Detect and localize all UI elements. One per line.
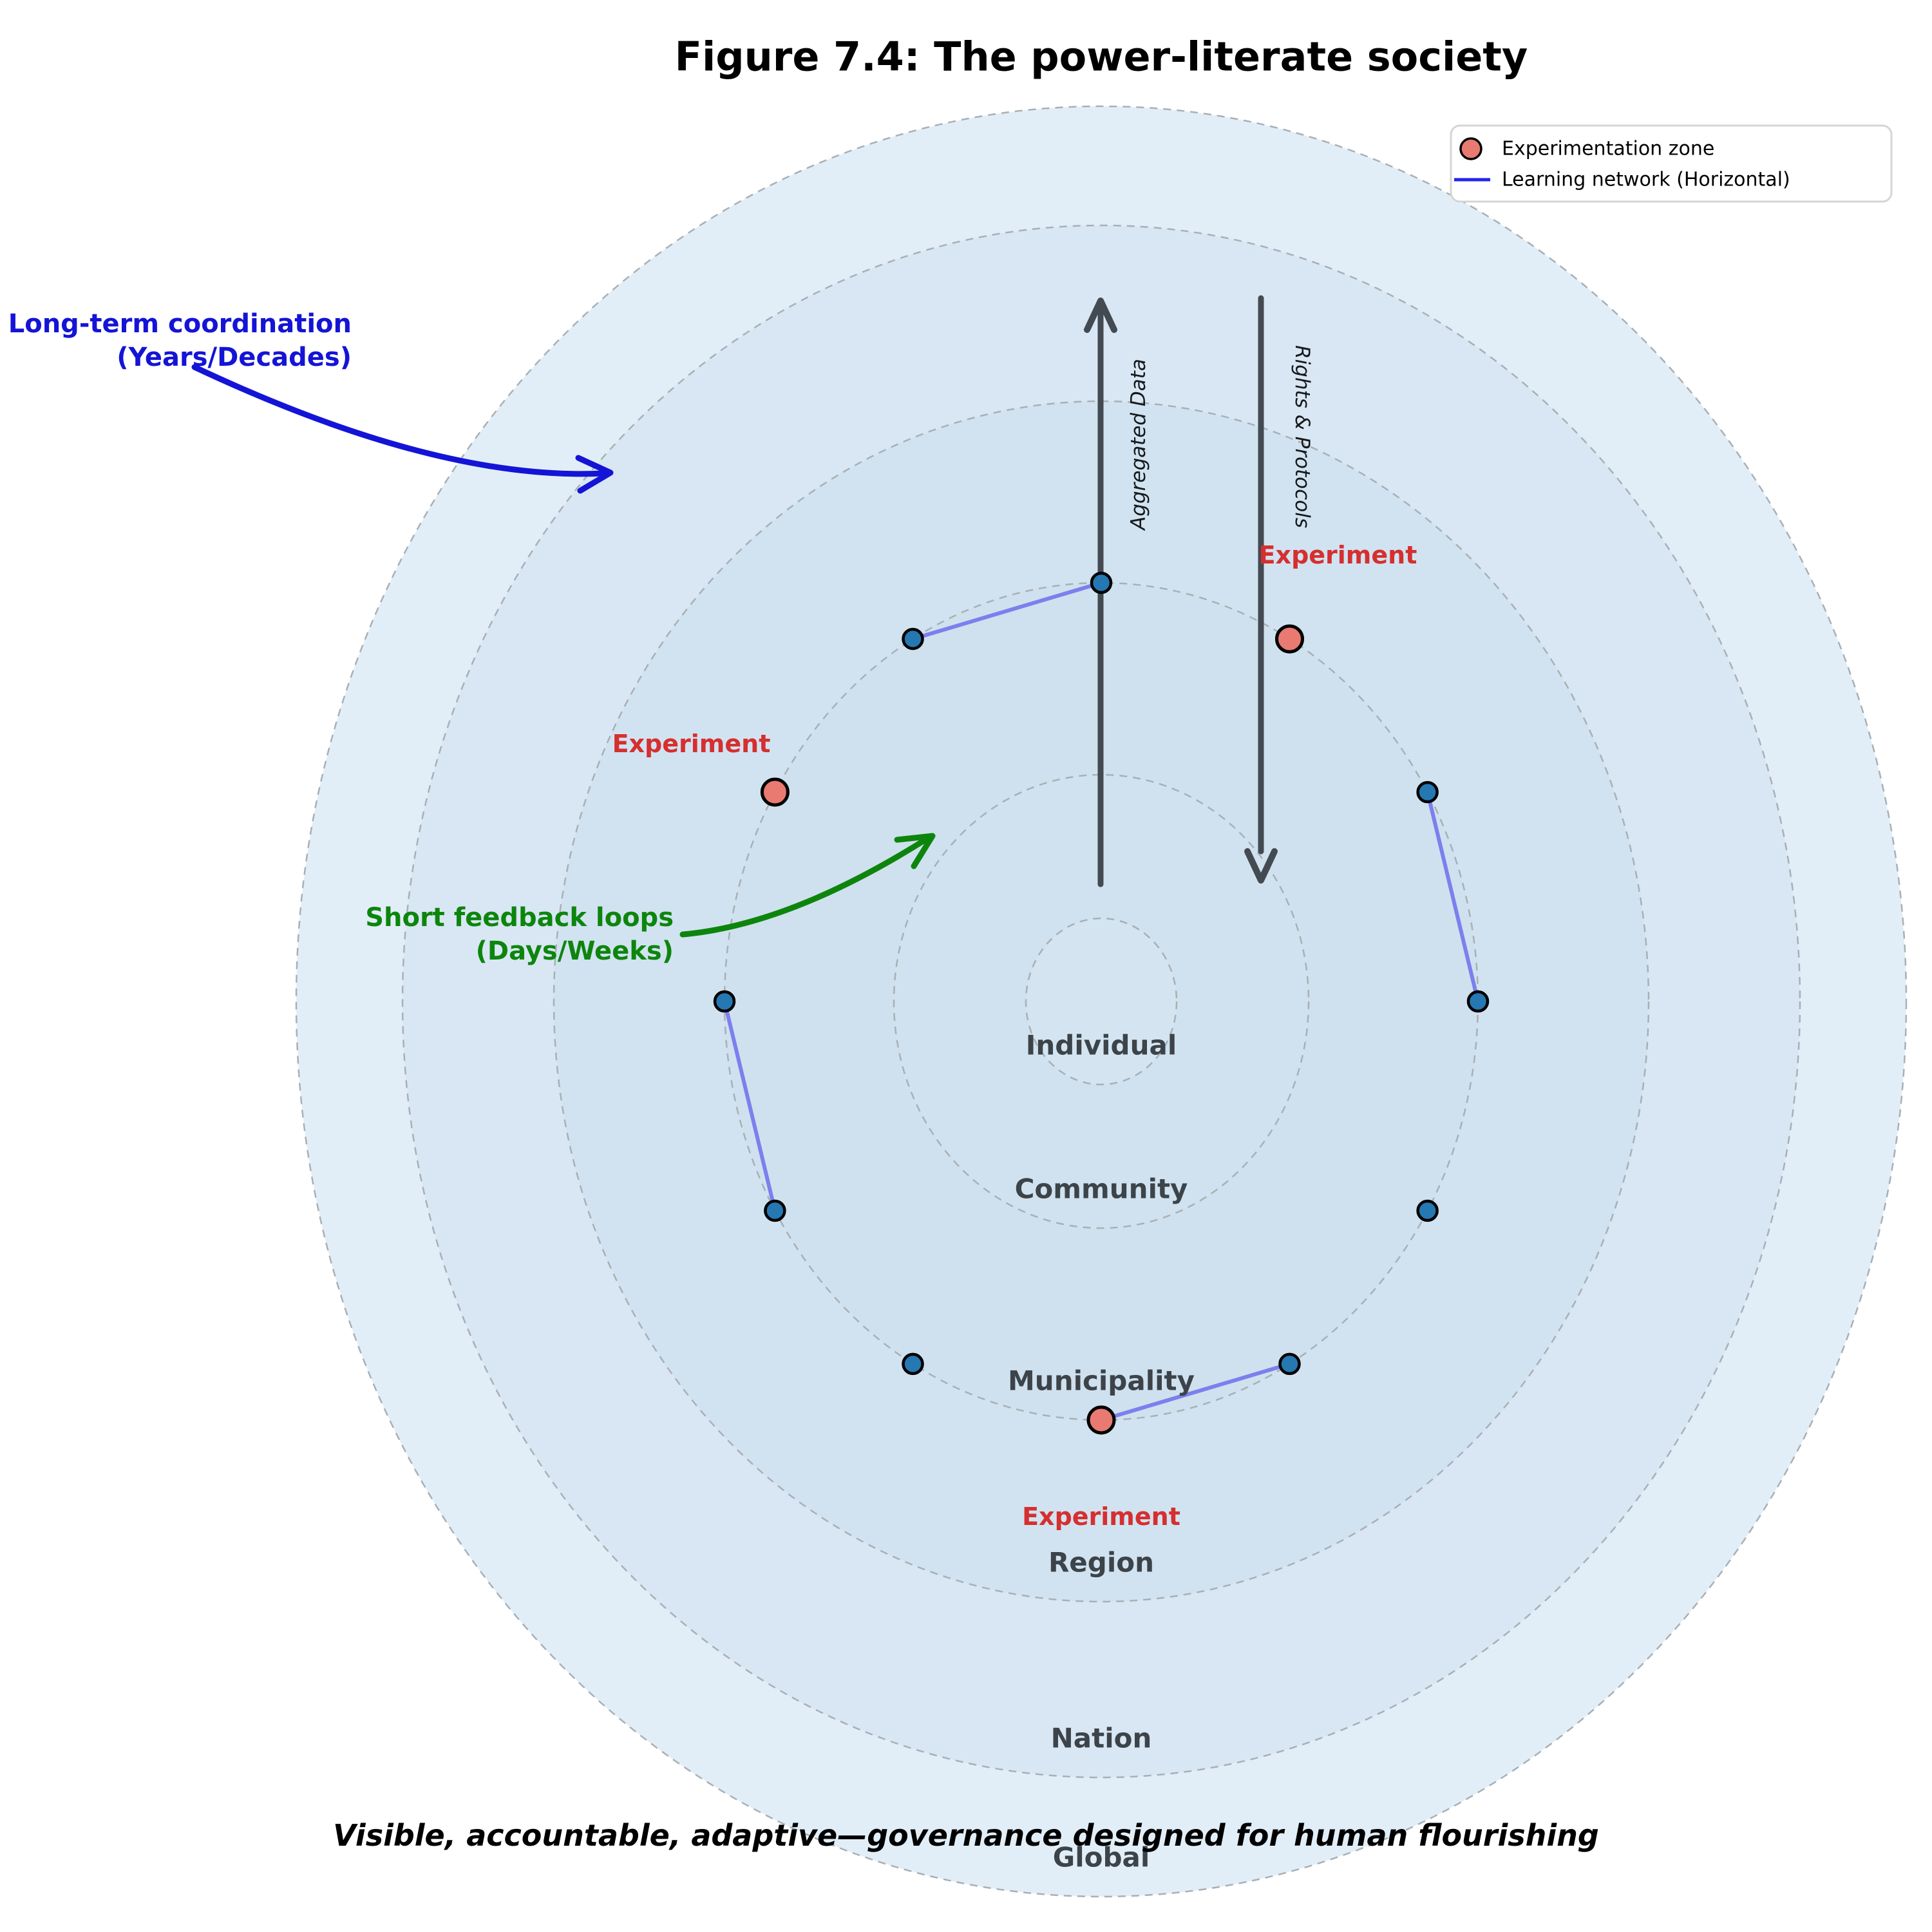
long-term-line2: (Years/Decades) <box>117 343 352 372</box>
network-node <box>1466 990 1490 1013</box>
network-node <box>902 627 924 650</box>
vertical-flows: Aggregated Data Rights & Protocols <box>1084 295 1314 887</box>
down-arrowhead-icon <box>1244 848 1278 884</box>
ring-label-individual: Individual <box>1026 1030 1177 1061</box>
short-loop-arrow-curve <box>679 835 931 938</box>
ring-label-municipality: Municipality <box>1008 1365 1195 1397</box>
experiment-labels: Experiment Experiment Experiment <box>612 541 1417 1531</box>
experiment-label: Experiment <box>612 730 771 758</box>
legend-box <box>1450 124 1893 203</box>
legend-experimentation-label: Experimentation zone <box>1502 138 1714 160</box>
ring-individual <box>1025 917 1178 1086</box>
ring-labels: Individual Community Municipality Region Nat… <box>1008 1030 1195 1873</box>
learning-network-links <box>723 581 1480 1422</box>
figure-caption: Visible, accountable, adaptive—governanc… <box>333 1818 1599 1853</box>
aggregated-data-label: Aggregated Data <box>1127 359 1150 531</box>
legend-learning-network-label: Learning network (Horizontal) <box>1502 169 1790 191</box>
short-loop-line2: (Days/Weeks) <box>476 936 674 966</box>
experiment-node <box>1086 1405 1116 1435</box>
figure-title: Figure 7.4: The power-literate society <box>675 33 1528 80</box>
network-node <box>1090 571 1113 594</box>
long-term-line1: Long-term coordination <box>8 309 352 339</box>
long-term-arrowhead-icon <box>575 455 614 494</box>
up-arrowhead-icon <box>1084 298 1117 333</box>
network-node <box>1416 1199 1439 1222</box>
short-loop-arrowhead-icon <box>894 833 936 869</box>
ring-label-global: Global <box>1053 1842 1150 1873</box>
learning-network-link <box>1425 790 1480 1003</box>
learning-network-link <box>723 999 777 1213</box>
network-node <box>764 1199 786 1222</box>
short-loop-line1: Short feedback loops <box>365 903 674 933</box>
ring-label-nation: Nation <box>1051 1723 1152 1754</box>
network-node <box>902 1352 924 1376</box>
legend: Experimentation zone Learning network (H… <box>1450 124 1893 203</box>
experiment-label: Experiment <box>1259 541 1417 569</box>
experimentation-zone-marker-icon <box>1459 137 1482 160</box>
long-term-coordination-annotation: Long-term coordination (Years/Decades) <box>8 309 614 494</box>
learning-network-link <box>1099 1361 1292 1422</box>
experiment-node <box>760 777 790 807</box>
concentric-rings <box>295 105 1908 1898</box>
learning-network-link <box>911 581 1103 641</box>
network-node <box>1416 781 1439 804</box>
long-term-arrow-curve <box>191 364 607 477</box>
ring-label-community: Community <box>1015 1173 1188 1205</box>
network-node <box>713 990 736 1013</box>
network-node <box>1278 1352 1301 1376</box>
experiment-node <box>1275 624 1304 654</box>
rights-protocols-label: Rights & Protocols <box>1291 345 1314 528</box>
experiment-label: Experiment <box>1022 1502 1180 1531</box>
network-nodes <box>713 571 1490 1435</box>
ring-label-region: Region <box>1048 1547 1154 1578</box>
short-feedback-annotation: Short feedback loops (Days/Weeks) <box>365 833 936 966</box>
